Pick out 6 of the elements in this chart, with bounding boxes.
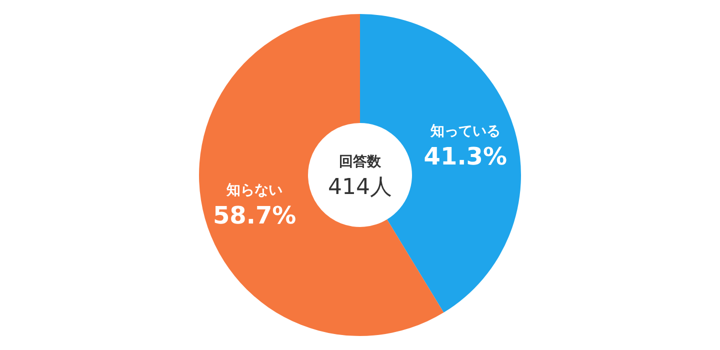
data-label: 41.3% (424, 142, 508, 170)
text: 414人 (328, 175, 392, 200)
text: 回答数 (339, 154, 382, 170)
slice-label: 知っている (429, 123, 500, 140)
slice-label: 知らない (226, 182, 283, 199)
data-label: 58.7% (212, 202, 296, 230)
